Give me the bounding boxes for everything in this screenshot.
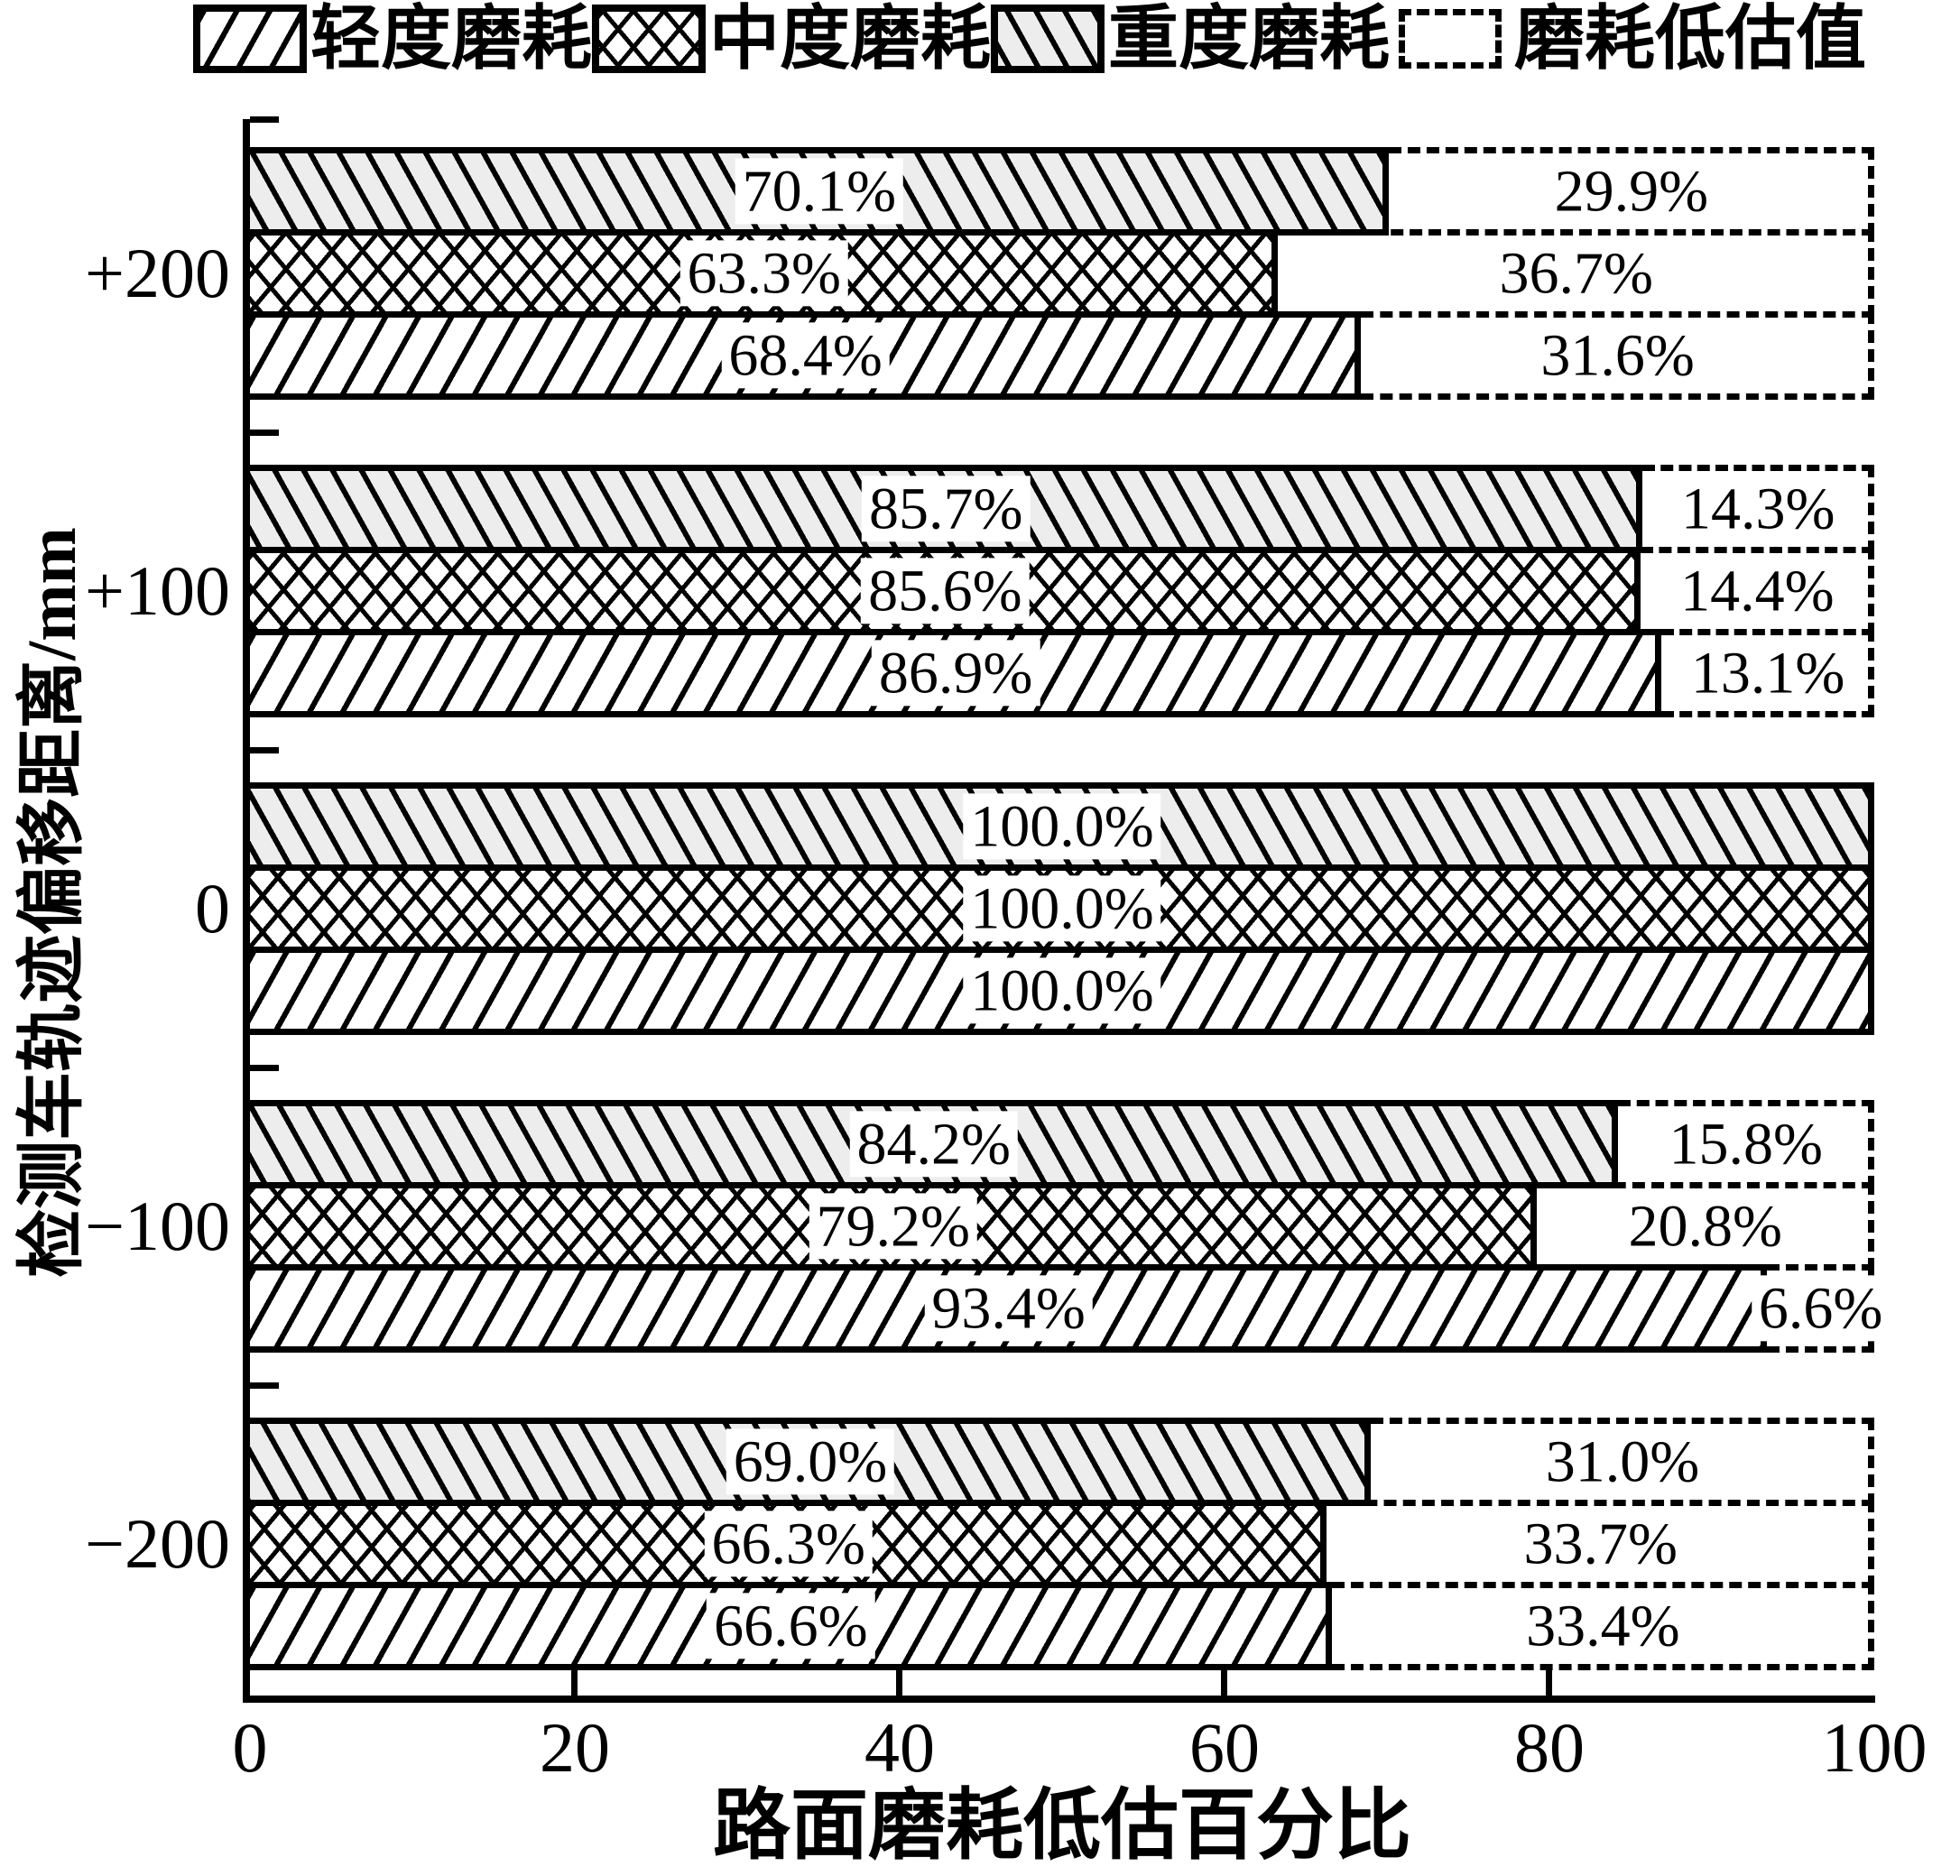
y-axis-tick [250,747,279,753]
x-tick-label: 40 [864,1708,935,1787]
y-axis-tick [250,430,279,436]
bar-value-label: 66.6% [707,1593,875,1659]
legend-item-underestimate: 磨耗低估值 [1390,4,1866,74]
bar-value-label: 70.1% [735,158,904,225]
x-axis-tick [896,1667,902,1696]
y-axis-title: 检测车轨迹偏移距离/mm [14,527,90,1278]
legend-label-heavy-wear: 重度磨耗 [1108,0,1391,78]
bar-value-label: 63.3% [680,240,848,307]
underestimate-value-label: 14.3% [1674,476,1843,542]
bar-value-label: 86.9% [871,640,1040,707]
underestimate-value-label: 33.7% [1516,1511,1685,1577]
legend-item-light-wear: 轻度磨耗 [192,0,592,78]
underestimate-value-label: 31.0% [1538,1428,1707,1495]
x-axis-title: 路面磨耗低估百分比 [713,1782,1411,1869]
legend-label-medium-wear: 中度磨耗 [708,0,991,78]
underestimate-value-label: 31.6% [1533,322,1702,389]
x-tick-label: 0 [232,1708,268,1787]
light-wear-hatch-swatch-icon [192,5,307,73]
bar-value-label: 79.2% [809,1193,978,1260]
underestimate-value-label: 20.8% [1621,1193,1790,1260]
x-axis-tick [1546,1667,1552,1696]
underestimate-value-label: 29.9% [1547,158,1716,225]
bar-value-label: 100.0% [963,875,1161,942]
bar-value-label: 66.3% [704,1511,873,1577]
legend-item-medium-wear: 中度磨耗 [591,0,991,78]
legend: 轻度磨耗 中度磨耗 重度磨耗 磨耗低估值 [192,0,1866,78]
y-tick-label: +100 [85,551,230,630]
underestimate-value-label: 33.4% [1519,1593,1687,1659]
x-tick-label: 80 [1514,1708,1585,1787]
underestimate-value-label: 13.1% [1683,640,1853,707]
y-tick-label: −100 [85,1187,230,1265]
x-axis-tick [571,1667,578,1696]
underestimate-dashed-swatch-icon [1399,9,1502,69]
underestimate-value-label: 6.6% [1751,1275,1891,1342]
y-tick-label: −200 [85,1504,230,1583]
bar-value-label: 69.0% [726,1428,895,1495]
underestimate-value-label: 15.8% [1661,1111,1831,1178]
bar-value-label: 68.4% [721,322,890,389]
legend-label-light-wear: 轻度磨耗 [310,0,592,78]
bar-value-label: 93.4% [924,1275,1093,1342]
bar-value-label: 100.0% [963,957,1161,1024]
bar-value-label: 84.2% [849,1111,1019,1178]
y-axis-tick [250,1382,279,1389]
bar-value-label: 85.7% [862,476,1031,542]
medium-wear-crosshatch-swatch-icon [591,5,706,73]
x-axis-tick [1221,1667,1227,1696]
x-tick-label: 60 [1189,1708,1260,1787]
y-axis-tick [250,1065,279,1071]
y-axis-line [243,119,250,1703]
underestimate-value-label: 36.7% [1492,240,1660,307]
bar-value-label: 100.0% [963,793,1161,860]
y-tick-label: +200 [85,234,230,312]
heavy-wear-hatch-swatch-icon [991,5,1105,73]
legend-item-heavy-wear: 重度磨耗 [991,4,1390,74]
y-tick-label: 0 [195,869,230,947]
bar-value-label: 85.6% [861,558,1030,624]
underestimate-value-label: 14.4% [1673,558,1842,624]
x-tick-label: 100 [1821,1708,1928,1787]
x-axis-line [243,1696,1875,1703]
x-tick-label: 20 [540,1708,610,1787]
y-axis-tick [250,116,279,123]
legend-label-underestimate: 磨耗低估值 [1514,0,1867,78]
